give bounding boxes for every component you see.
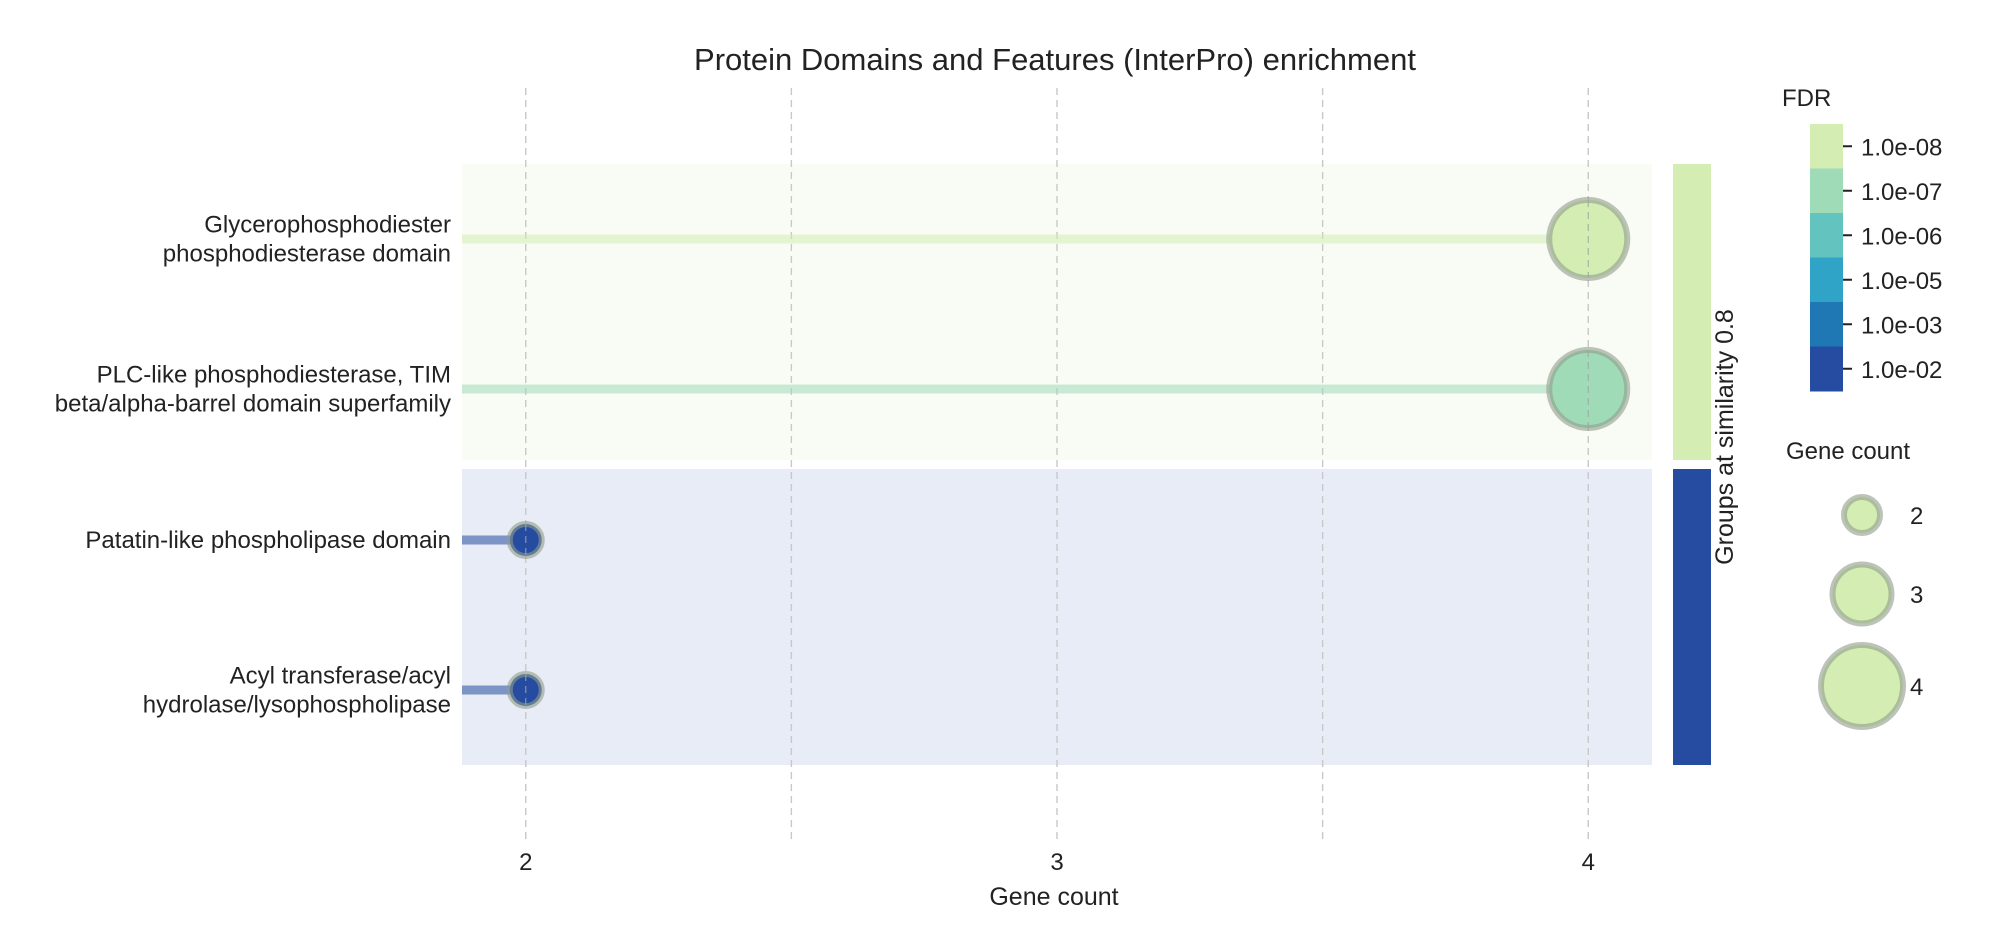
fdr-swatch [1810,346,1843,392]
x-tick-label: 4 [1582,849,1595,876]
group-bar-1 [1673,164,1711,460]
chart-title: Protein Domains and Features (InterPro) … [694,42,1416,77]
fdr-colorbar: 1.0e-08 1.0e-07 1.0e-06 1.0e-05 1.0e-03 1.0e-… [1810,124,1942,392]
x-tick-label: 2 [519,849,532,876]
size-legend: 2 3 4 [1818,494,1923,730]
size-legend-label: 4 [1910,674,1923,701]
fdr-swatch [1810,302,1843,347]
y-tick-label: Patatin-like phospholipase domain [85,527,451,554]
x-tick-label: 3 [1050,849,1063,876]
fdr-swatch [1810,213,1843,258]
size-legend-marker [1818,642,1906,730]
fdr-swatch [1810,257,1843,303]
group-bar-2 [1673,469,1711,765]
y-tick-label: PLC-like phosphodiesterase, TIM [97,362,451,389]
fdr-label: 1.0e-08 [1861,134,1942,161]
fdr-label: 1.0e-06 [1861,223,1942,250]
y-tick-label: Acyl transferase/acyl [230,663,451,690]
y-tick-label: beta/alpha-barrel domain superfamily [55,391,451,418]
fdr-swatch [1810,124,1843,169]
group-axis-label: Groups at similarity 0.8 [1711,309,1739,565]
y-tick-label: phosphodiesterase domain [163,241,451,268]
x-tick-labels: 2 3 4 [519,849,1595,876]
size-legend-label: 2 [1910,503,1923,530]
y-tick-label: Glycerophosphodiester [204,212,451,239]
group-color-bar [1673,164,1711,765]
size-legend-marker [1829,561,1895,627]
fdr-label: 1.0e-03 [1861,312,1942,339]
fdr-label: 1.0e-07 [1861,179,1942,206]
data-points [506,197,1631,709]
size-legend-label: 3 [1910,582,1923,609]
x-axis-label: Gene count [989,883,1118,911]
size-legend-marker [1841,494,1883,536]
fdr-label: 1.0e-05 [1861,268,1942,295]
y-tick-label: hydrolase/lysophospholipase [143,692,451,719]
fdr-swatch [1810,168,1843,214]
fdr-label: 1.0e-02 [1861,357,1942,384]
fdr-legend-title: FDR [1782,85,1831,112]
size-legend-title: Gene count [1786,438,1910,465]
